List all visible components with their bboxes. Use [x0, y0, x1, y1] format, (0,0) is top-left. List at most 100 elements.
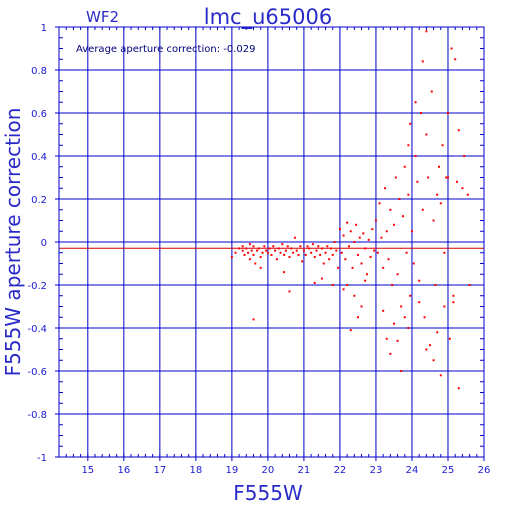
data-point [410, 230, 413, 233]
y-tick-label: -1 [37, 453, 47, 464]
axis-ticks [55, 26, 485, 461]
data-point [427, 176, 430, 179]
data-point [337, 266, 340, 269]
data-point [425, 30, 428, 33]
data-point [389, 208, 392, 211]
data-point [272, 245, 275, 248]
data-point [436, 193, 439, 196]
data-point [256, 249, 259, 252]
data-point [238, 247, 241, 250]
data-point [292, 251, 295, 254]
data-point [437, 165, 440, 168]
data-point [421, 60, 424, 63]
data-point [245, 247, 248, 250]
x-axis-label: F555W [233, 481, 303, 505]
data-point [252, 245, 255, 248]
data-point [349, 230, 352, 233]
x-tick-label: 24 [406, 465, 419, 476]
y-tick-label: 0.2 [31, 195, 47, 206]
data-point [338, 228, 341, 231]
data-point [331, 284, 334, 286]
data-point [407, 327, 410, 329]
data-point [263, 245, 266, 248]
data-point [457, 129, 460, 132]
data-point [389, 352, 392, 355]
data-point [452, 301, 455, 304]
data-point [419, 112, 422, 114]
data-point [403, 316, 406, 319]
data-point [261, 251, 264, 254]
data-point [248, 243, 251, 246]
x-tick-label: 22 [334, 465, 347, 476]
x-tick-label: 15 [81, 465, 94, 476]
data-point [364, 247, 367, 250]
data-point [385, 337, 388, 340]
average-annotation: Average aperture correction: -0.029 [76, 44, 256, 55]
data-point [365, 273, 368, 276]
data-point [353, 294, 356, 297]
data-point [369, 256, 372, 259]
data-point [450, 47, 453, 50]
data-point [243, 253, 246, 256]
data-point [355, 223, 358, 226]
data-point [288, 256, 291, 259]
data-point [342, 288, 345, 291]
data-point [275, 258, 278, 261]
data-point [340, 251, 343, 254]
data-point [279, 251, 282, 254]
data-point [346, 221, 349, 224]
data-point [439, 202, 442, 205]
data-point [443, 251, 446, 254]
data-point [302, 249, 305, 252]
data-point [423, 316, 426, 319]
data-point [425, 348, 428, 351]
data-point [234, 251, 237, 254]
data-point [392, 322, 395, 325]
y-tick-label: -0.4 [27, 324, 47, 335]
data-point [353, 241, 356, 243]
data-point [281, 243, 284, 246]
data-point [241, 245, 244, 248]
data-point [434, 284, 437, 286]
data-point [382, 309, 385, 312]
data-point [414, 155, 417, 157]
data-point [333, 241, 336, 243]
x-tick-labels: 15 16 17 18 19 20 21 22 23 24 25 26 [81, 465, 490, 476]
data-point [358, 236, 361, 239]
data-point [283, 253, 286, 256]
data-point [409, 294, 412, 297]
data-point [241, 249, 244, 252]
data-point [317, 245, 320, 248]
data-point [457, 387, 460, 390]
data-point [443, 305, 446, 308]
data-point [306, 245, 309, 248]
data-point [331, 253, 334, 256]
data-point [461, 187, 464, 190]
y-tick-label: 0 [41, 238, 47, 249]
data-point [418, 279, 421, 282]
data-point [385, 230, 388, 233]
data-point [400, 305, 403, 308]
data-point [344, 258, 347, 261]
data-point [392, 223, 395, 226]
data-point [380, 236, 383, 239]
data-point [274, 249, 277, 252]
y-tick-label: 1 [41, 23, 47, 34]
data-point [454, 58, 457, 61]
x-tick-label: 26 [478, 465, 491, 476]
data-point [448, 337, 451, 340]
data-point [252, 318, 255, 321]
x-tick-label: 21 [298, 465, 311, 476]
x-tick-label: 17 [153, 465, 166, 476]
data-point [382, 266, 385, 269]
y-tick-label: 0.8 [31, 66, 47, 77]
data-points [230, 30, 471, 390]
x-tick-label: 19 [226, 465, 239, 476]
data-point [432, 219, 435, 222]
x-tick-label: 20 [262, 465, 275, 476]
data-point [391, 284, 394, 286]
data-point [326, 245, 329, 248]
data-point [259, 256, 262, 259]
